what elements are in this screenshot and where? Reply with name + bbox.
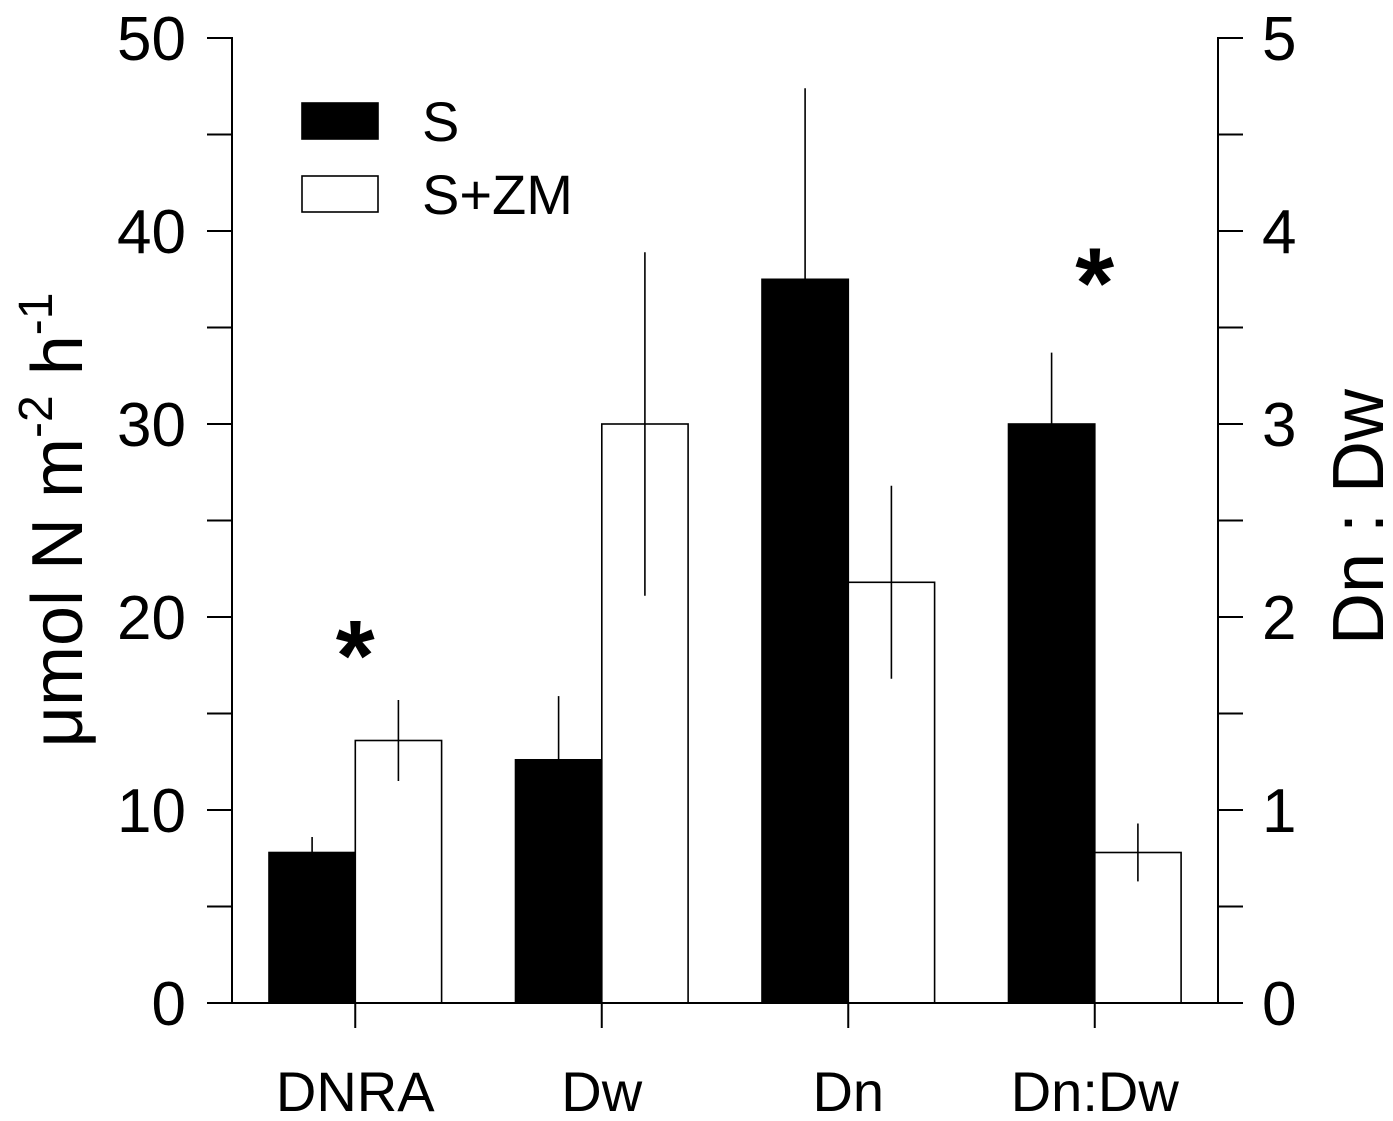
error-bars <box>311 88 1139 882</box>
legend-swatch-s <box>301 102 379 140</box>
significance-marker-dnra: * <box>336 600 375 712</box>
y-axis-title: μmol N m-2 h-1 <box>10 293 98 748</box>
left-tick-label: 10 <box>117 777 186 846</box>
x-axis-ticks: DNRA Dw Dn Dn:Dw <box>276 1003 1179 1121</box>
x-tick-label-dn: Dn <box>812 1060 884 1121</box>
left-tick-label: 50 <box>117 5 186 74</box>
right-tick-label: 4 <box>1262 198 1296 267</box>
x-tick-label-dw: Dw <box>561 1060 642 1121</box>
x-tick-label-dnra: DNRA <box>276 1060 435 1121</box>
legend: S S+ZM <box>301 90 573 226</box>
legend-label-s: S <box>422 90 459 153</box>
x-tick-label-dn-dw: Dn:Dw <box>1011 1060 1180 1121</box>
legend-swatch-s-zm <box>301 175 379 213</box>
right-tick-label: 1 <box>1262 777 1296 846</box>
significance-marker-dn-dw: * <box>1075 228 1114 340</box>
significance-markers: ** <box>336 228 1115 712</box>
left-tick-label: 30 <box>117 391 186 460</box>
left-tick-label: 40 <box>117 198 186 267</box>
y-axis-title-exponent: -1 <box>10 293 63 336</box>
bar-s-zm-dnra <box>354 739 443 1004</box>
right-tick-label: 2 <box>1262 584 1296 653</box>
right-axis-ticks: 0 1 2 3 4 5 <box>1218 5 1296 1039</box>
right-tick-label: 3 <box>1262 391 1296 460</box>
left-axis-ticks: 0 10 20 30 40 50 <box>117 5 232 1039</box>
bars <box>268 278 1182 1004</box>
y-axis-title-exponent: -2 <box>10 395 63 438</box>
bar-s-dn-dw <box>1007 423 1096 1004</box>
y2-axis-title: Dn : Dw <box>1319 388 1393 645</box>
bar-s-dnra <box>268 851 357 1004</box>
y-axis-title-text: μmol N m <box>18 438 98 747</box>
y-axis-title-text: h <box>18 335 98 395</box>
right-tick-label: 0 <box>1262 970 1296 1039</box>
left-tick-label: 20 <box>117 584 186 653</box>
left-tick-label: 0 <box>152 970 186 1039</box>
right-tick-label: 5 <box>1262 5 1296 74</box>
legend-label-s-zm: S+ZM <box>422 163 573 226</box>
